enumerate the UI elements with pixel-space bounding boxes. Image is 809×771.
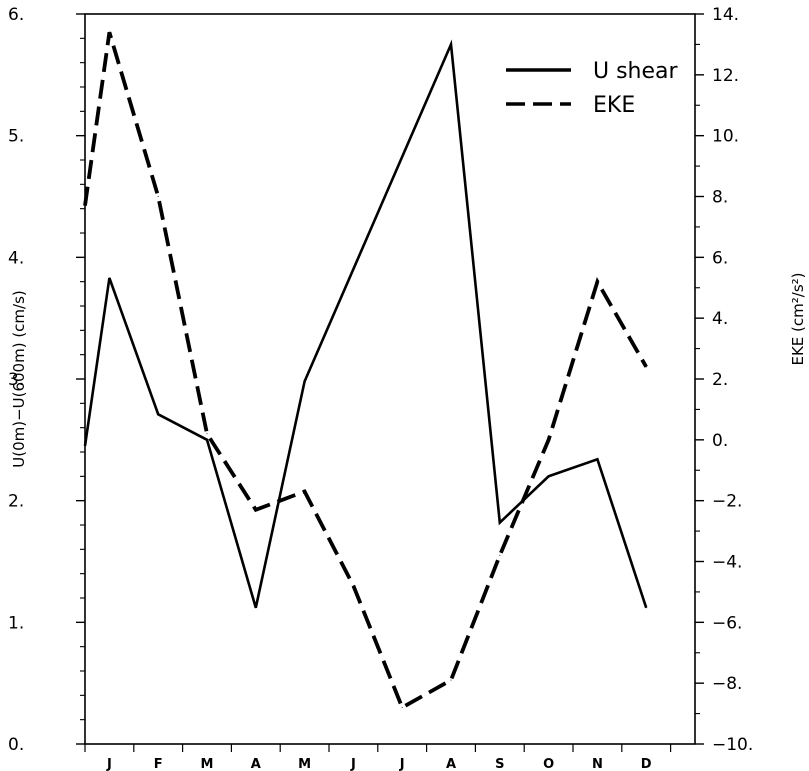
right-tick-label: 12. — [712, 66, 739, 86]
left-axis-ticks: 0. 1. 2. 3. 4. 5. 6. — [8, 5, 85, 755]
left-tick-label: 4. — [8, 248, 24, 268]
legend-label-eke: EKE — [593, 93, 635, 118]
month-label: F — [154, 757, 163, 771]
month-label: S — [495, 757, 504, 771]
series-layer — [83, 31, 648, 711]
data-point-eke — [157, 196, 159, 197]
month-label: A — [446, 757, 456, 771]
data-point-eke — [304, 491, 306, 493]
month-label: N — [592, 757, 603, 771]
data-point-eke — [499, 554, 501, 556]
data-point-eke — [108, 31, 110, 33]
right-tick-label: −2. — [712, 492, 742, 512]
data-point-eke — [206, 433, 208, 435]
right-tick-label: 0. — [712, 431, 728, 451]
right-tick-label: −4. — [712, 553, 742, 573]
data-point-u-shear — [645, 607, 647, 609]
left-tick-label: 0. — [8, 735, 24, 755]
data-point-eke — [450, 679, 452, 681]
right-tick-label: 10. — [712, 127, 739, 147]
right-tick-label: 2. — [712, 370, 728, 390]
legend: U shear EKE — [506, 59, 679, 118]
data-point-u-shear — [108, 277, 110, 279]
data-point-eke — [548, 439, 550, 441]
month-label: J — [399, 757, 405, 771]
month-label: M — [201, 757, 214, 771]
series-line-u-shear — [83, 39, 648, 609]
data-point-u-shear — [84, 445, 86, 447]
data-point-u-shear — [206, 439, 208, 441]
left-axis-title: U(0m)−U(600m) (cm/s) — [10, 290, 28, 468]
right-tick-label: −6. — [712, 613, 742, 633]
month-label: M — [298, 757, 311, 771]
data-point-u-shear — [255, 607, 257, 609]
data-point-eke — [255, 509, 257, 511]
series-line-eke — [83, 31, 648, 711]
data-point-u-shear — [304, 380, 306, 382]
data-point-u-shear — [157, 413, 159, 415]
month-label: J — [350, 757, 356, 771]
data-point-eke — [645, 366, 647, 368]
month-label: D — [641, 757, 652, 771]
data-point-u-shear — [499, 522, 501, 524]
right-tick-label: −10. — [712, 735, 753, 755]
data-point-eke — [401, 707, 403, 708]
data-point-u-shear — [596, 458, 598, 460]
data-point-u-shear — [450, 43, 452, 45]
right-tick-label: 4. — [712, 309, 728, 329]
data-point-eke — [352, 585, 354, 587]
right-tick-label: −8. — [712, 674, 742, 694]
right-tick-label: 14. — [712, 5, 739, 25]
data-point-u-shear — [548, 475, 550, 477]
right-tick-label: 8. — [712, 188, 728, 208]
data-point-eke — [596, 281, 598, 283]
right-axis-title: EKE (cm²/s²) — [789, 272, 807, 365]
left-tick-label: 1. — [8, 613, 24, 633]
left-tick-label: 3. — [8, 370, 24, 390]
legend-label-u-shear: U shear — [593, 59, 679, 84]
left-tick-label: 2. — [8, 492, 24, 512]
right-axis-ticks: −10. −8. −6. −4. −2. 0. 2. 4. 6. 8. 10. 12. 14. — [695, 5, 753, 755]
month-label: O — [543, 757, 554, 771]
plot-frame — [84, 13, 696, 745]
right-tick-label: 6. — [712, 248, 728, 268]
left-tick-label: 5. — [8, 127, 24, 147]
month-label: J — [106, 757, 112, 771]
left-tick-label: 6. — [8, 5, 24, 25]
month-label: A — [251, 757, 261, 771]
data-point-eke — [84, 205, 86, 207]
